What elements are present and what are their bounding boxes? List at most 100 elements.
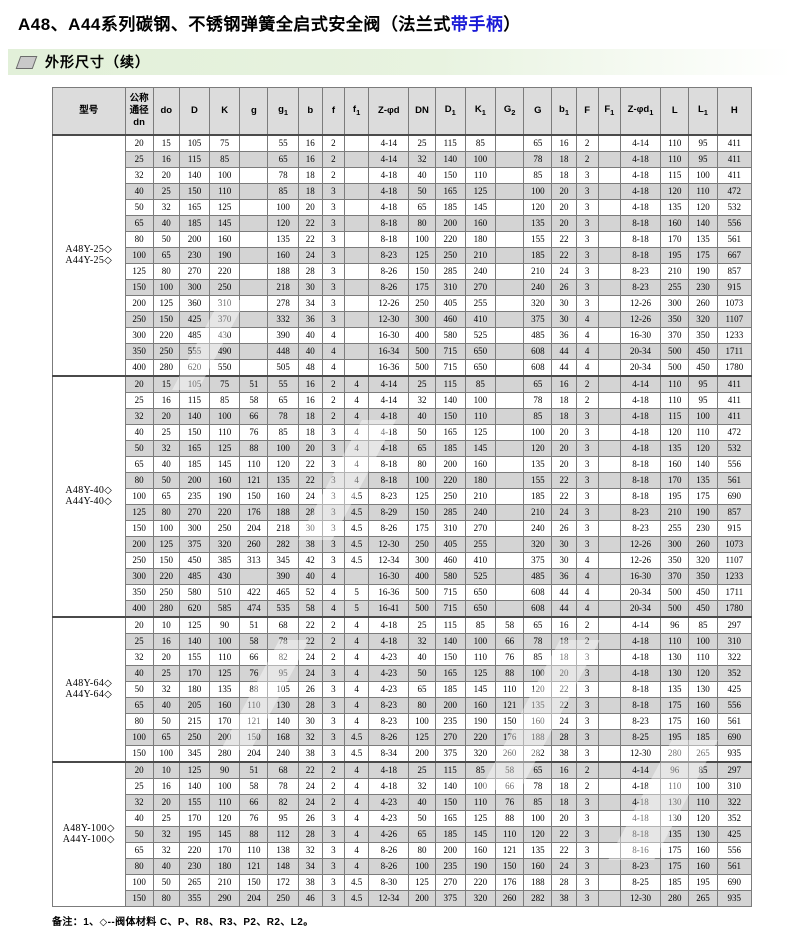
cell-D1: 715 xyxy=(434,343,466,360)
cell-F: 2 xyxy=(575,151,599,168)
cell-K1: 160 xyxy=(464,215,497,232)
cell-f1: 4 xyxy=(343,697,370,714)
cell-G2: 66 xyxy=(495,778,525,795)
cell-Zd: 8-26 xyxy=(368,858,410,875)
cell-f1: 4 xyxy=(343,440,370,457)
cell-Zd: 4-18 xyxy=(368,183,410,200)
cell-L1: 450 xyxy=(688,343,718,360)
cell-g1: 465 xyxy=(267,584,299,601)
table-row: 80 50 200 160 121 135 22 3 4 8-18 100 220 180 155 22 3 8… xyxy=(53,472,753,489)
cell-K: 180 xyxy=(209,858,241,875)
cell-b1: 26 xyxy=(551,520,577,537)
cell-DN: 125 xyxy=(408,247,436,264)
cell-Zd1: 12-30 xyxy=(619,890,662,907)
cell-do: 220 xyxy=(152,568,180,585)
cell-f: 3 xyxy=(321,231,346,248)
cell-F1 xyxy=(597,375,621,393)
cell-Zd: 8-26 xyxy=(368,842,410,859)
column-header-Zd: Z-φd xyxy=(368,87,410,136)
cell-D: 215 xyxy=(178,713,211,730)
cell-F: 3 xyxy=(575,295,599,312)
cell-F1 xyxy=(597,810,621,827)
cell-F: 3 xyxy=(575,440,599,457)
cell-F: 3 xyxy=(575,520,599,537)
cell-F: 3 xyxy=(575,199,599,216)
cell-DN: 40 xyxy=(408,167,436,184)
cell-D1: 715 xyxy=(434,600,466,618)
cell-D: 170 xyxy=(178,665,211,682)
cell-Zd: 8-26 xyxy=(368,729,410,746)
cell-b1: 16 xyxy=(551,761,577,779)
cell-f1: 4 xyxy=(343,649,370,666)
cell-L1: 185 xyxy=(688,729,718,746)
cell-Zd1: 8-18 xyxy=(619,231,662,248)
cell-b1: 24 xyxy=(551,504,577,521)
cell-f: 3 xyxy=(321,858,346,875)
cell-L: 130 xyxy=(660,665,690,682)
cell-g xyxy=(239,263,269,280)
cell-G2 xyxy=(495,392,525,409)
cell-f1 xyxy=(343,279,370,296)
table-row: 400 280 620 585 474 535 58 4 5 16-41 500 715 650 608 4… xyxy=(53,600,753,618)
cell-g1: 160 xyxy=(267,488,299,505)
cell-F: 3 xyxy=(575,713,599,730)
cell-K1: 85 xyxy=(464,616,497,634)
table-row: 25 16 140 100 58 78 24 2 4 4-18 32 140 100 66 78 18 2 4-1… xyxy=(53,778,753,795)
cell-Zd1: 8-25 xyxy=(619,729,662,746)
cell-b: 38 xyxy=(297,745,323,763)
table-row: 32 20 155 110 66 82 24 2 4 4-23 40 150 110 76 85 18 3 4-1… xyxy=(53,794,753,811)
cell-H: 1233 xyxy=(716,568,753,585)
cell-K: 280 xyxy=(209,745,241,763)
cell-L1: 85 xyxy=(688,761,718,779)
cell-Zd: 4-23 xyxy=(368,649,410,666)
cell-K: 160 xyxy=(209,472,241,489)
cell-dn_nom: 25 xyxy=(124,778,154,795)
cell-g1: 148 xyxy=(267,858,299,875)
cell-Zd1: 4-18 xyxy=(619,649,662,666)
cell-G: 608 xyxy=(523,343,553,360)
cell-f1: 4.5 xyxy=(343,504,370,521)
table-row: A48Y-25◇ A44Y-25◇ 20 15 105 75 55 16 2 4-14 25 115 8… xyxy=(52,134,753,377)
cell-Zd: 8-18 xyxy=(368,231,410,248)
cell-f1: 4.5 xyxy=(343,874,370,891)
table-row: A48Y-64◇ A44Y-64◇ 20 10 125 90 51 68 22 2 4 4-18 25 1… xyxy=(52,616,753,763)
cell-L: 160 xyxy=(660,456,690,473)
cell-G: 608 xyxy=(523,584,553,601)
cell-D1: 140 xyxy=(434,151,466,168)
cell-K: 110 xyxy=(209,794,241,811)
cell-K: 250 xyxy=(209,520,241,537)
cell-G: 375 xyxy=(523,552,553,569)
cell-F: 2 xyxy=(575,778,599,795)
cell-f1 xyxy=(343,343,370,360)
cell-H: 352 xyxy=(716,810,753,827)
cell-F1 xyxy=(597,183,621,200)
cell-Zd: 16-36 xyxy=(368,584,410,601)
cell-L1: 450 xyxy=(688,584,718,601)
cell-f1 xyxy=(343,215,370,232)
cell-dn_nom: 32 xyxy=(124,408,154,425)
page-title: A48、A44系列碳钢、不锈钢弹簧全启式安全阀（法兰式带手柄） xyxy=(0,0,800,35)
cell-H: 297 xyxy=(716,761,753,779)
cell-G: 100 xyxy=(523,183,553,200)
cell-Zd1: 4-14 xyxy=(619,375,662,393)
cell-K1: 125 xyxy=(464,665,497,682)
cell-g xyxy=(239,295,269,312)
cell-H: 690 xyxy=(716,874,753,891)
cell-g xyxy=(239,568,269,585)
cell-D: 580 xyxy=(178,584,211,601)
cell-D1: 285 xyxy=(434,504,466,521)
column-header-F1: F1 xyxy=(597,87,621,136)
cell-D: 375 xyxy=(178,536,211,553)
cell-G: 85 xyxy=(523,649,553,666)
cell-f1: 4 xyxy=(343,472,370,489)
cell-Zd1: 8-23 xyxy=(619,504,662,521)
cell-F1 xyxy=(597,842,621,859)
cell-g: 51 xyxy=(239,375,269,393)
cell-g1: 100 xyxy=(267,199,299,216)
cell-f1: 4 xyxy=(343,858,370,875)
cell-f: 2 xyxy=(321,649,346,666)
cell-f1: 4 xyxy=(343,375,370,393)
cell-F1 xyxy=(597,874,621,891)
cell-G: 65 xyxy=(523,616,553,634)
cell-g xyxy=(239,343,269,360)
